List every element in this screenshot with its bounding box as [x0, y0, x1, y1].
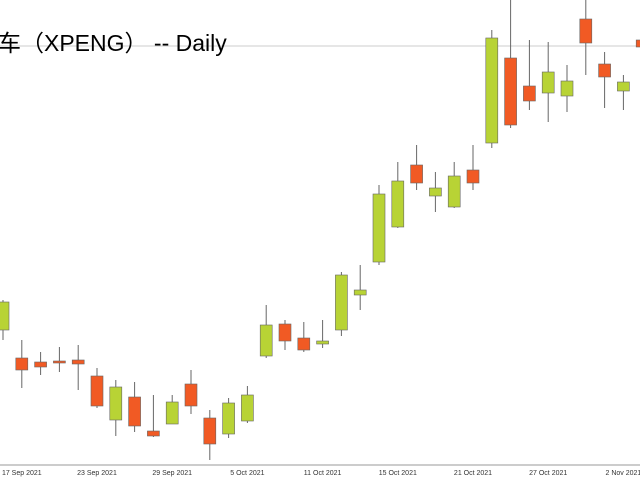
candle-body [335, 274, 348, 331]
chart-title: 车（XPENG） -- Daily [0, 30, 227, 56]
candle-body [259, 324, 273, 357]
candle-body [128, 396, 141, 427]
candle-body [278, 323, 292, 342]
x-tick-label: 15 Oct 2021 [379, 470, 417, 477]
candle-body [391, 180, 405, 228]
candle-body [466, 169, 480, 184]
x-tick-label: 29 Sep 2021 [152, 470, 192, 477]
candle-body [147, 430, 160, 437]
candle-body [297, 337, 311, 351]
candle-body [222, 402, 235, 435]
candle-body [372, 193, 386, 263]
candle-body [53, 360, 66, 364]
candle-body [523, 85, 536, 102]
candle-body [203, 417, 217, 445]
candle-body [34, 361, 47, 368]
x-tick-label: 17 Sep 2021 [2, 470, 42, 477]
x-tick-label: 23 Sep 2021 [77, 470, 117, 477]
candle-body [410, 164, 423, 184]
candle-body [635, 39, 640, 48]
candle-body [353, 289, 367, 296]
candle-body [579, 18, 593, 44]
x-tick-label: 5 Oct 2021 [230, 470, 264, 477]
candle-body [184, 383, 198, 407]
x-tick-label: 27 Oct 2021 [529, 470, 567, 477]
x-tick-label: 2 Nov 2021 [605, 470, 640, 477]
candle-body [109, 386, 123, 421]
candle-body [598, 63, 611, 78]
candle-body [316, 340, 329, 345]
candle-body [617, 81, 630, 92]
candle-body [241, 394, 254, 422]
x-tick-label: 21 Oct 2021 [454, 470, 492, 477]
candle-body [447, 175, 461, 208]
x-tick-label: 11 Oct 2021 [304, 470, 342, 477]
candle-body [71, 359, 85, 365]
candle-body [504, 57, 517, 126]
candle-body [560, 80, 574, 97]
candle-body [0, 301, 10, 331]
candle-body [541, 71, 555, 94]
candle-body [485, 37, 499, 144]
candle-body [90, 375, 104, 407]
candle-body [165, 401, 179, 425]
candle-body [15, 357, 29, 371]
candle-body [429, 187, 442, 197]
